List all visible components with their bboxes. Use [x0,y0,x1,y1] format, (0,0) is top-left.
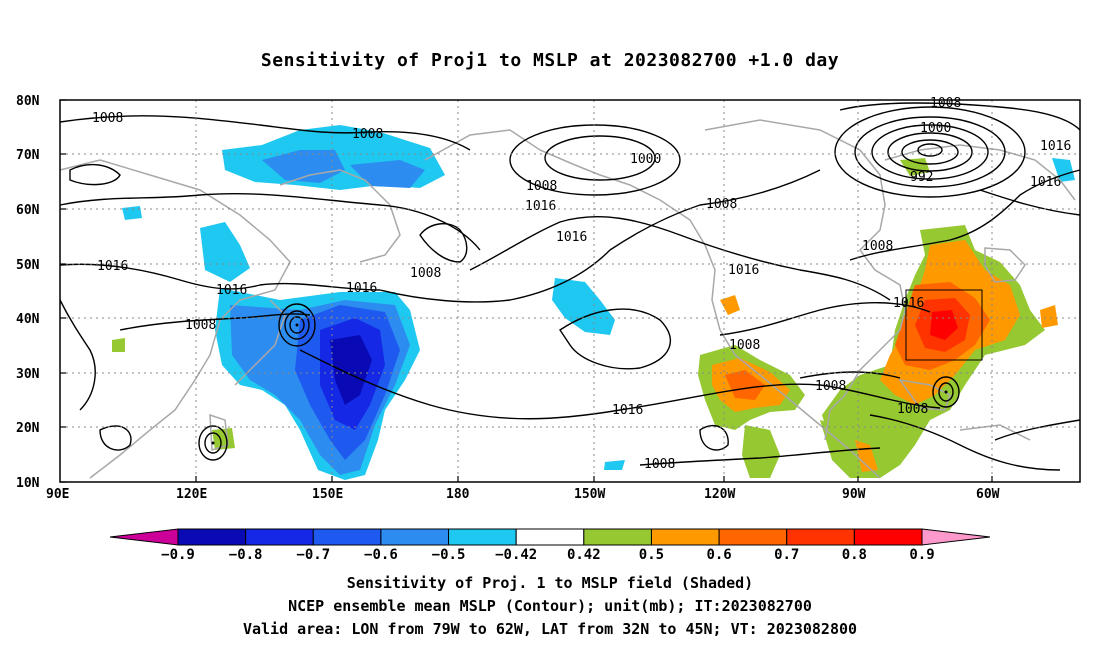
colorbar-swatch [312,528,382,546]
colorbar-tick-label: 0.42 [567,547,601,563]
map-frame [59,99,1081,483]
colorbar-tick-label: 0.6 [706,547,731,563]
contour-label: 1008 [185,318,216,333]
longitude-labels: 90E 120E 150E 180 150W 120W 90W 60W [46,487,1000,502]
contour-label: 1008 [862,239,893,254]
caption-valid-area: Valid area: LON from 79W to 62W, LAT fro… [242,620,858,638]
lat-tick-label: 40N [16,312,40,327]
colorbar-swatch [380,528,450,546]
lat-tick-label: 70N [16,148,40,163]
colorbar-tick-label: 0.5 [639,547,664,563]
colorbar: −0.9 −0.8 −0.7 −0.6 −0.5 −0.42 0.42 0.5 0.6 0.7 0.… [109,528,991,563]
colorbar-swatch [245,528,314,546]
lat-tick-label: 60N [16,203,40,218]
contour-label: 1016 [893,296,924,311]
colorbar-swatch [177,528,247,546]
contour-label: 1008 [706,197,737,212]
contour-label: 1016 [216,283,247,298]
mslp-contours [59,102,1081,471]
colorbar-swatch [448,528,517,546]
lat-tick-label: 20N [16,421,40,436]
lon-tick-label: 60W [976,487,1000,502]
colorbar-swatch [786,528,855,546]
colorbar-tick-label: 0.7 [774,547,799,563]
contour-label: 1016 [1040,139,1071,154]
colorbar-tick-label: −0.42 [495,547,537,563]
negative-sensitivity-shading [122,125,1075,480]
latitude-labels: 80N 70N 60N 50N 40N 30N 20N 10N [16,94,40,491]
colorbar-swatch [718,528,788,546]
lon-tick-label: 90W [842,487,866,502]
colorbar-swatch [515,528,585,546]
contour-label: 992 [910,170,933,185]
colorbar-min-arrow [109,528,179,546]
colorbar-tick-label: −0.7 [296,547,330,563]
colorbar-swatch [583,528,652,546]
contour-label: 1008 [897,402,928,417]
contour-label: 1008 [815,379,846,394]
contour-label: 1008 [930,96,961,111]
contour-labels: 1008 1008 1016 1016 1008 1016 1008 1016 … [92,96,1071,472]
contour-label: 1008 [526,179,557,194]
valid-area-box [905,289,983,361]
chart-title: Sensitivity of Proj1 to MSLP at 20230827… [260,50,840,71]
lat-tick-label: 80N [16,94,40,109]
lat-tick-label: 30N [16,367,40,382]
caption-contour: NCEP ensemble mean MSLP (Contour); unit(… [288,597,812,615]
contour-label: 1016 [728,263,759,278]
colorbar-tick-label: −0.5 [432,547,466,563]
contour-label: 1016 [97,259,128,274]
colorbar-tick-label: −0.6 [364,547,398,563]
lon-tick-label: 150E [312,487,343,502]
lon-tick-label: 180 [446,487,470,502]
tick-marks [60,99,993,483]
colorbar-tick-label: 0.8 [842,547,867,563]
contour-label: 1016 [525,199,556,214]
colorbar-tick-label: −0.8 [229,547,263,563]
lat-tick-label: 10N [16,476,40,491]
contour-label: 1008 [729,338,760,353]
low-center-markers [211,323,948,445]
lon-tick-label: 150W [574,487,605,502]
lat-tick-label: 50N [16,258,40,273]
contour-label: 1008 [410,266,441,281]
colorbar-max-arrow [921,528,991,546]
contour-label: 1008 [352,127,383,142]
contour-label: 1016 [556,230,587,245]
contour-label: 1016 [346,281,377,296]
contour-label: 1008 [644,457,675,472]
contour-label: 1016 [612,403,643,418]
caption-shaded: Sensitivity of Proj. 1 to MSLP field (Sh… [346,574,754,592]
contour-label: 1008 [92,111,123,126]
lon-tick-label: 90E [46,487,69,502]
colorbar-tick-label: −0.9 [161,547,195,563]
colorbar-tick-label: 0.9 [909,547,934,563]
gridlines [60,100,1080,482]
lon-tick-label: 120W [704,487,735,502]
colorbar-swatch [853,528,923,546]
contour-label: 1000 [630,152,661,167]
lon-tick-label: 120E [176,487,207,502]
contour-label: 1000 [920,121,951,136]
contour-label: 1016 [1030,175,1061,190]
colorbar-swatch [650,528,720,546]
coastlines [59,119,1076,479]
